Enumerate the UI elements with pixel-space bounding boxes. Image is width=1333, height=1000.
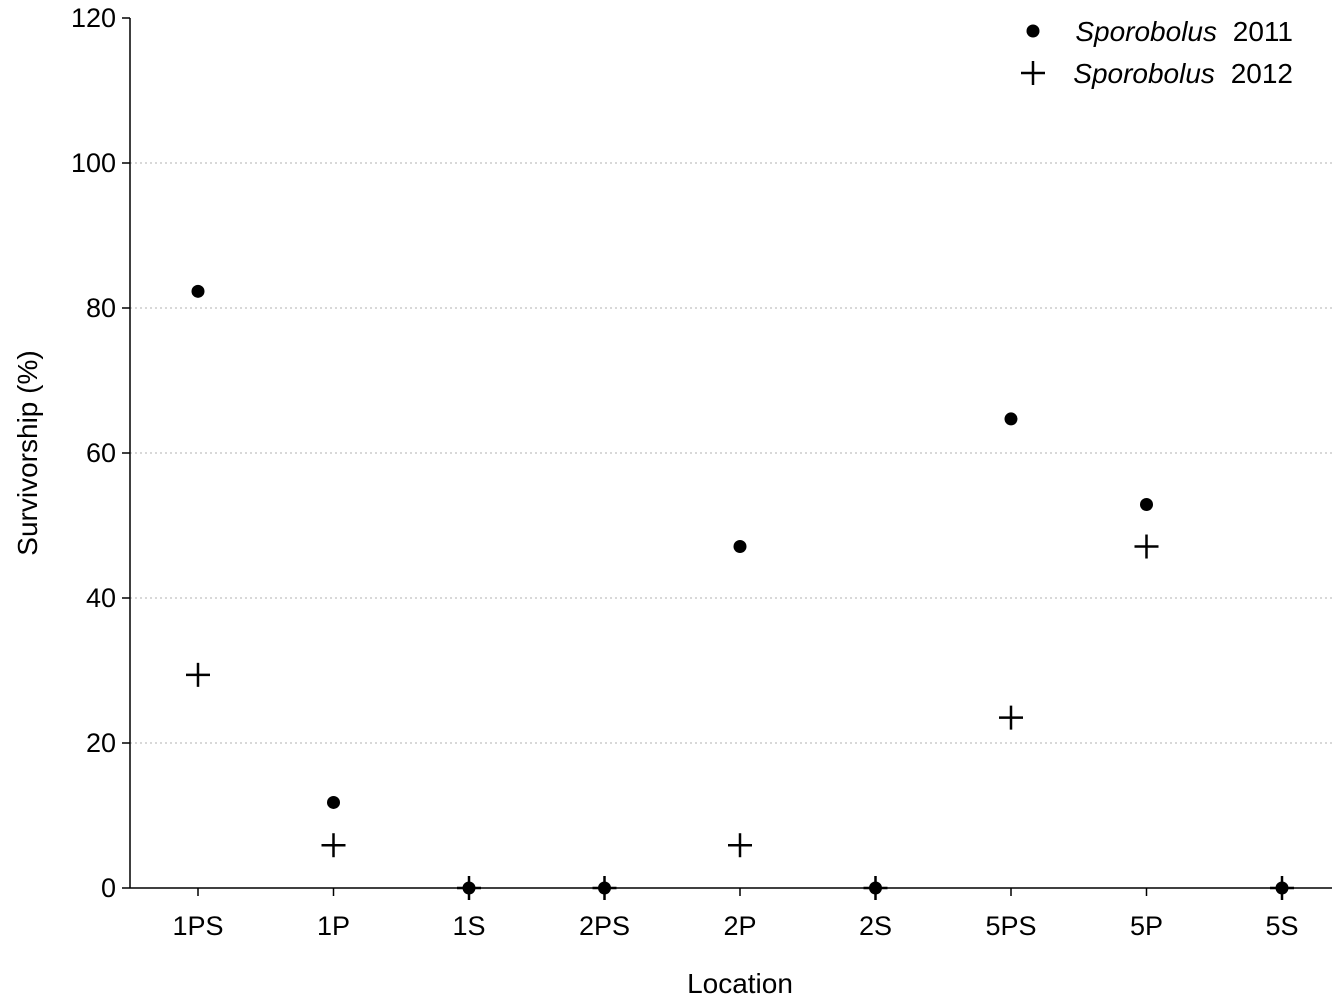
legend-year-2011: 2011	[1233, 16, 1293, 47]
legend-entry-2012: Sporobolus 2012	[1021, 58, 1293, 89]
legend-marker-circle	[1026, 24, 1040, 38]
y-tick-label-20: 20	[86, 728, 116, 758]
point-2012-2S	[863, 876, 888, 900]
x-tick-label-1P: 1P	[317, 911, 350, 941]
x-tick-label-1S: 1S	[452, 911, 485, 941]
point-2012-2P	[728, 833, 752, 858]
point-2012-5PS	[999, 705, 1023, 730]
point-2012-5S	[1270, 876, 1294, 900]
legend: Sporobolus 2011 Sporobolus 2012	[1021, 16, 1293, 89]
point-2012-5P	[1134, 534, 1159, 559]
y-tick-label-80: 80	[86, 293, 116, 323]
x-tick-label-5PS: 5PS	[985, 911, 1036, 941]
gridlines	[130, 162, 1332, 744]
data-points	[186, 284, 1294, 900]
point-2011-2P	[733, 540, 747, 554]
legend-entry-2011: Sporobolus 2011	[1026, 16, 1293, 47]
x-tick-label-5S: 5S	[1265, 911, 1298, 941]
x-tick-label-2PS: 2PS	[579, 911, 630, 941]
y-axis-title: Survivorship (%)	[12, 350, 43, 555]
legend-species-2012: Sporobolus	[1073, 58, 1215, 89]
y-tick-label-100: 100	[71, 148, 116, 178]
point-2011-1PS	[191, 284, 205, 298]
y-tick-label-40: 40	[86, 583, 116, 613]
x-tick-label-1PS: 1PS	[172, 911, 223, 941]
y-tick-label-120: 120	[71, 3, 116, 33]
x-tick-label-2S: 2S	[859, 911, 892, 941]
point-2012-1P	[321, 833, 346, 858]
y-tick-label-0: 0	[101, 873, 116, 903]
point-2012-2PS	[592, 876, 617, 900]
point-2012-1PS	[186, 662, 210, 687]
legend-species-2011: Sporobolus	[1075, 16, 1217, 47]
x-ticks: 1PS 1P 1S 2PS 2P 2S 5PS 5P 5S	[172, 888, 1299, 941]
y-ticks: 0 20 40 60 80 100 120	[71, 3, 130, 903]
legend-label-2012: Sporobolus 2012	[1073, 58, 1293, 89]
legend-label-2011: Sporobolus 2011	[1075, 16, 1293, 47]
legend-year-2012: 2012	[1231, 58, 1293, 89]
x-tick-label-5P: 5P	[1130, 911, 1163, 941]
point-2011-5PS	[1004, 412, 1018, 426]
point-2012-1S	[457, 876, 481, 900]
point-2011-5P	[1140, 497, 1153, 511]
y-tick-label-60: 60	[86, 438, 116, 468]
point-2011-1P	[327, 795, 340, 809]
x-axis-title: Location	[687, 968, 793, 999]
x-tick-label-2P: 2P	[723, 911, 756, 941]
